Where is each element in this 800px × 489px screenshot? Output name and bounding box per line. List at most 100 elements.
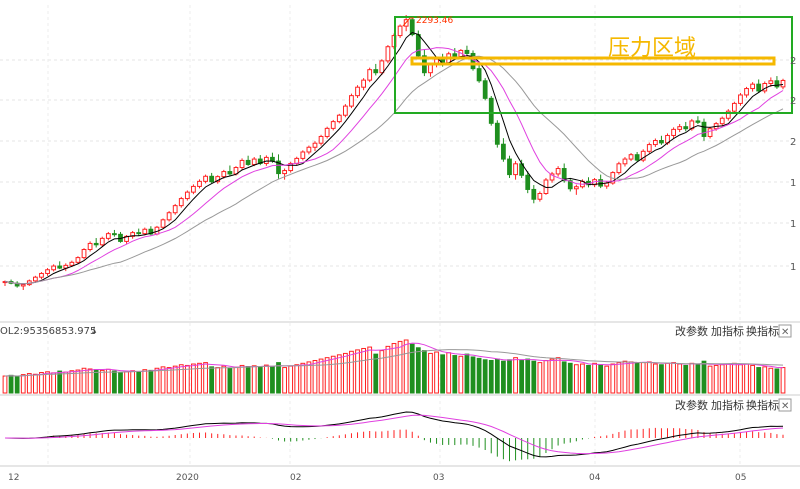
volume-bar-up <box>99 369 105 394</box>
volume-bar-down <box>525 358 531 394</box>
candle-up <box>616 163 622 174</box>
volume-bar-up <box>768 367 774 394</box>
candle-down <box>634 154 640 161</box>
volume-bar-down <box>148 369 154 394</box>
close-icon[interactable]: ✕ <box>781 327 789 338</box>
candle-up <box>677 126 683 130</box>
volume-bar-up <box>361 347 366 394</box>
candle-up <box>166 212 172 221</box>
candle-down <box>701 121 707 137</box>
volume-bar-up <box>172 365 178 394</box>
candle-down <box>507 158 512 176</box>
change-params-button[interactable]: 改参数 <box>675 398 708 412</box>
candle-up <box>263 156 269 164</box>
swap-indicator-button[interactable]: 换指标 <box>746 398 779 412</box>
close-button-frame[interactable] <box>778 398 792 412</box>
candle-down <box>561 168 567 182</box>
volume-bar-up <box>75 369 81 394</box>
candle-up <box>184 191 190 200</box>
volume-bar-down <box>476 357 482 394</box>
volume-bar-up <box>513 357 518 394</box>
close-icon[interactable]: ✕ <box>781 401 789 412</box>
volume-bar-up <box>616 362 622 394</box>
volume-bar-up <box>780 367 786 394</box>
candle-up <box>45 269 50 274</box>
add-indicator-button[interactable]: 加指标 <box>711 398 744 412</box>
x-tick-label: 04 <box>589 473 601 483</box>
volume-bar-down <box>561 361 567 394</box>
volume-bar-up <box>580 363 585 394</box>
candle-up <box>324 127 330 137</box>
volume-bar-down <box>634 362 640 394</box>
x-tick-label: 02 <box>290 473 301 483</box>
volume-bar-up <box>142 369 148 394</box>
candle-up <box>361 79 366 88</box>
volume-label: OL2:95356853.975 <box>0 326 96 337</box>
candle-up <box>69 261 75 266</box>
volume-bar-down <box>756 367 762 394</box>
volume-bar-up <box>610 363 616 394</box>
candle-up <box>628 154 634 160</box>
pressure-zone-label: 压力区域 <box>608 36 696 61</box>
volume-bar-up <box>160 366 166 394</box>
candle-up <box>178 198 184 207</box>
candle-up <box>130 232 136 237</box>
volume-bar-down <box>501 360 506 394</box>
volume-bar-up <box>124 371 129 394</box>
y-tick-label: 2 <box>790 56 796 67</box>
volume-bar-up <box>652 363 658 394</box>
candle-down <box>245 159 251 165</box>
change-params-button[interactable]: 改参数 <box>675 324 708 338</box>
volume-bar-up <box>355 349 360 394</box>
volume-bar-up <box>251 365 257 394</box>
volume-bar-up <box>330 355 336 394</box>
close-button-frame[interactable] <box>778 324 792 338</box>
volume-bar-up <box>63 371 69 394</box>
volume-toolbar: 改参数 加指标 换指标 ✕ <box>675 324 792 338</box>
candle-up <box>105 233 111 239</box>
high-label: 2293.46 <box>416 16 453 26</box>
candle-up <box>282 170 287 175</box>
volume-bar-down <box>519 359 525 394</box>
volume-bar-up <box>105 368 111 394</box>
add-indicator-button[interactable]: 加指标 <box>711 324 744 338</box>
candle-up <box>142 228 148 235</box>
volume-bar-down <box>409 343 415 394</box>
candle-down <box>494 122 500 145</box>
volume-bar-up <box>154 367 160 394</box>
volume-bar-up <box>367 346 373 394</box>
candle-down <box>598 179 604 187</box>
candle-down <box>695 120 701 123</box>
volume-bar-down <box>774 368 780 394</box>
candle-up <box>306 146 312 153</box>
volume-bar-up <box>197 362 202 394</box>
volume-bar-up <box>342 352 348 394</box>
candle-down <box>270 156 275 162</box>
volume-bar-up <box>69 370 75 394</box>
volume-bar-down <box>683 364 689 394</box>
volume-bar-up <box>318 358 324 394</box>
volume-bar-up <box>397 340 403 394</box>
volume-bar-down <box>422 350 427 394</box>
sort-arrow-icon[interactable]: ↓ <box>90 326 98 337</box>
candle-up <box>555 168 561 175</box>
swap-indicator-button[interactable]: 换指标 <box>746 324 779 338</box>
volume-bar-up <box>2 375 8 394</box>
volume-bar-down <box>488 359 494 394</box>
volume-bar-down <box>257 367 263 394</box>
candle-up <box>39 272 44 278</box>
candle-up <box>342 105 348 116</box>
volume-bar-down <box>209 366 215 394</box>
candle-up <box>731 102 737 112</box>
volume-bar-down <box>567 362 573 394</box>
volume-bar-down <box>270 366 275 394</box>
candle-up <box>652 140 658 146</box>
volume-bar-down <box>452 355 458 394</box>
macd-line <box>4 411 784 458</box>
candle-down <box>112 233 117 236</box>
volume-bar-up <box>628 361 634 394</box>
volume-bar-up <box>184 364 190 394</box>
volume-bar-up <box>458 355 464 394</box>
y-tick-label: 1 <box>790 178 796 189</box>
volume-bar-up <box>263 364 269 394</box>
